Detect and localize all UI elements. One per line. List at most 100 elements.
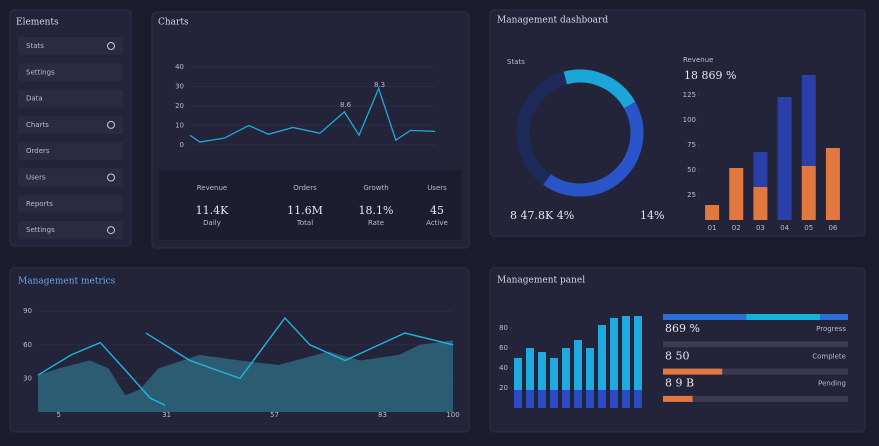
bar (801, 166, 816, 220)
title: Charts (158, 18, 189, 28)
stat-sub: Total (296, 219, 313, 227)
x-tick-label: 05 (804, 224, 813, 232)
y-tick-label: 30 (175, 83, 184, 91)
bar (753, 187, 768, 220)
menu-label: Stats (26, 42, 44, 50)
menu-item (18, 142, 123, 161)
progress-bar (663, 314, 747, 320)
stats-box (159, 170, 461, 240)
bar (610, 318, 618, 390)
stat-value: 18.1% (359, 204, 394, 217)
menu-icon (107, 120, 115, 129)
y-tick-label: 20 (499, 384, 508, 392)
bar (550, 358, 558, 390)
menu-label: Orders (26, 147, 50, 155)
donut-slice (516, 71, 568, 185)
menu-label: Users (26, 174, 46, 182)
bar (622, 316, 630, 390)
bar (574, 340, 582, 390)
x-tick-label: 31 (162, 411, 171, 419)
x-tick-label: 100 (446, 411, 459, 419)
progress-note: Progress (816, 325, 846, 333)
bar (753, 152, 768, 187)
stat-label: Revenue (197, 184, 228, 192)
y-tick-label: 80 (499, 324, 508, 332)
progress-track (663, 395, 848, 402)
bar (538, 352, 546, 390)
headline: 18 869 % (684, 69, 736, 82)
y-tick-label: 75 (687, 141, 696, 149)
bar (598, 390, 606, 408)
progress-label: 869 % (665, 322, 700, 335)
line (189, 86, 436, 143)
bar (586, 390, 594, 408)
progress-note: Complete (812, 352, 846, 360)
stat-label: Users (427, 184, 447, 192)
y-tick-label: 60 (499, 344, 508, 352)
title: Management panel (497, 276, 585, 286)
bar (538, 390, 546, 408)
x-tick-label: 83 (378, 411, 387, 419)
bar (705, 205, 720, 220)
menu-icon (107, 226, 115, 235)
progress-track (663, 341, 848, 348)
x-tick-label: 57 (270, 411, 279, 419)
bar (514, 390, 522, 408)
donut-label: 8 47.8K 4% (510, 209, 574, 222)
progress-label: 8 9 B (665, 377, 694, 390)
y-tick-label: 100 (683, 116, 696, 124)
menu-item (18, 63, 123, 82)
donut-slice (563, 69, 636, 109)
y-tick-label: 40 (175, 63, 184, 71)
x-tick-label: 04 (780, 224, 789, 232)
annotation: 8.6 (340, 101, 352, 109)
menu-label: Reports (26, 200, 53, 208)
y-tick-label: 40 (499, 364, 508, 372)
bar (825, 148, 840, 220)
y-tick-label: 0 (180, 141, 184, 149)
bar (610, 390, 618, 408)
progress-bar (820, 314, 848, 320)
stat-sub: Daily (203, 219, 221, 227)
donut-slice (543, 101, 644, 197)
menu-item (18, 89, 123, 108)
stat-value: 45 (430, 204, 444, 217)
annotation: 8.3 (374, 81, 385, 89)
x-tick-label: 03 (756, 224, 765, 232)
stat-label: Orders (293, 184, 317, 192)
progress-bar (746, 314, 821, 320)
caption: Stats (507, 58, 525, 66)
bar (526, 390, 534, 408)
title: Elements (16, 18, 59, 28)
line (37, 316, 454, 406)
menu-label: Settings (26, 68, 55, 76)
menu-item (18, 168, 123, 187)
menu-label: Settings (26, 226, 55, 234)
stat-value: 11.6M (287, 204, 323, 217)
menu-label: Data (26, 95, 43, 103)
bar (777, 97, 792, 220)
bar (514, 358, 522, 390)
bar (634, 316, 642, 390)
bar (562, 390, 570, 408)
y-tick-label: 25 (687, 191, 696, 199)
bar (598, 325, 606, 390)
progress-bar (663, 395, 693, 402)
menu-item (18, 37, 123, 55)
bar (622, 390, 630, 408)
y-tick-label: 90 (23, 307, 32, 315)
stat-sub: Active (426, 219, 448, 227)
bar (562, 348, 570, 390)
caption: Revenue (683, 56, 714, 64)
x-tick-label: 02 (732, 224, 741, 232)
menu-icon (107, 42, 115, 50)
y-tick-label: 10 (175, 122, 184, 130)
y-tick-label: 50 (687, 166, 696, 174)
progress-bar (663, 368, 723, 375)
stat-label: Growth (363, 184, 388, 192)
y-tick-label: 30 (23, 374, 32, 382)
menu-item (18, 115, 123, 134)
menu-label: Charts (26, 121, 49, 129)
progress-note: Pending (818, 380, 846, 388)
